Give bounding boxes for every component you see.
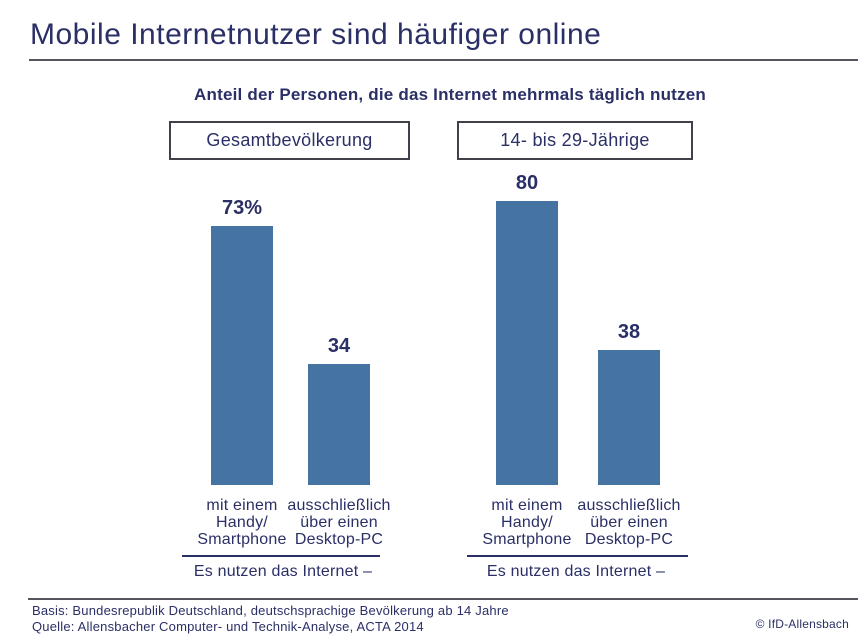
bar-rect (598, 350, 660, 485)
axis-note-group1: Es nutzen das Internet – (193, 563, 373, 580)
category-line: Desktop-PC (294, 531, 384, 548)
bar-rect (496, 201, 558, 485)
group-label-gesamtbevoelkerung: Gesamtbevölkerung (169, 121, 410, 160)
category-line: Desktop-PC (584, 531, 674, 548)
bar-1429-desktop: 38 (598, 321, 660, 485)
category-line: mit einem (206, 497, 278, 514)
category-label-smartphone: mit einem Handy/ Smartphone (462, 497, 592, 548)
category-line: Handy/ (216, 514, 268, 531)
category-line: mit einem (491, 497, 563, 514)
category-line: Handy/ (501, 514, 553, 531)
group-label-14-29-jaehrige: 14- bis 29-Jährige (457, 121, 693, 160)
category-line: über einen (590, 514, 668, 531)
axis-note-group2: Es nutzen das Internet – (486, 563, 666, 580)
page-title: Mobile Internetnutzer sind häufiger onli… (30, 18, 602, 51)
bar-gesamt-smartphone: 73% (211, 197, 273, 485)
copyright-note: © IfD-Allensbach (755, 617, 849, 631)
category-label-desktop: ausschließlich über einen Desktop-PC (274, 497, 404, 548)
category-line: ausschließlich (577, 497, 681, 514)
group1-underline (182, 555, 380, 557)
footer-divider (28, 598, 858, 600)
category-line: über einen (300, 514, 378, 531)
bar-rect (308, 364, 370, 485)
bar-value-label: 80 (515, 172, 539, 194)
category-line: Smartphone (197, 531, 287, 548)
category-label-desktop: ausschließlich über einen Desktop-PC (564, 497, 694, 548)
bar-value-label: 34 (327, 335, 351, 357)
bar-1429-smartphone: 80 (496, 172, 558, 485)
chart-subtitle: Anteil der Personen, die das Internet me… (194, 85, 706, 104)
bar-value-label: 73% (221, 197, 263, 219)
category-label-smartphone: mit einem Handy/ Smartphone (177, 497, 307, 548)
bar-rect (211, 226, 273, 485)
category-line: ausschließlich (287, 497, 391, 514)
footer-basis: Basis: Bundesrepublik Deutschland, deuts… (32, 603, 509, 618)
group2-underline (467, 555, 688, 557)
category-line: Smartphone (482, 531, 572, 548)
bar-value-label: 38 (617, 321, 641, 343)
title-divider (29, 59, 858, 61)
footer-quelle: Quelle: Allensbacher Computer- und Techn… (32, 619, 424, 634)
bar-gesamt-desktop: 34 (308, 335, 370, 485)
